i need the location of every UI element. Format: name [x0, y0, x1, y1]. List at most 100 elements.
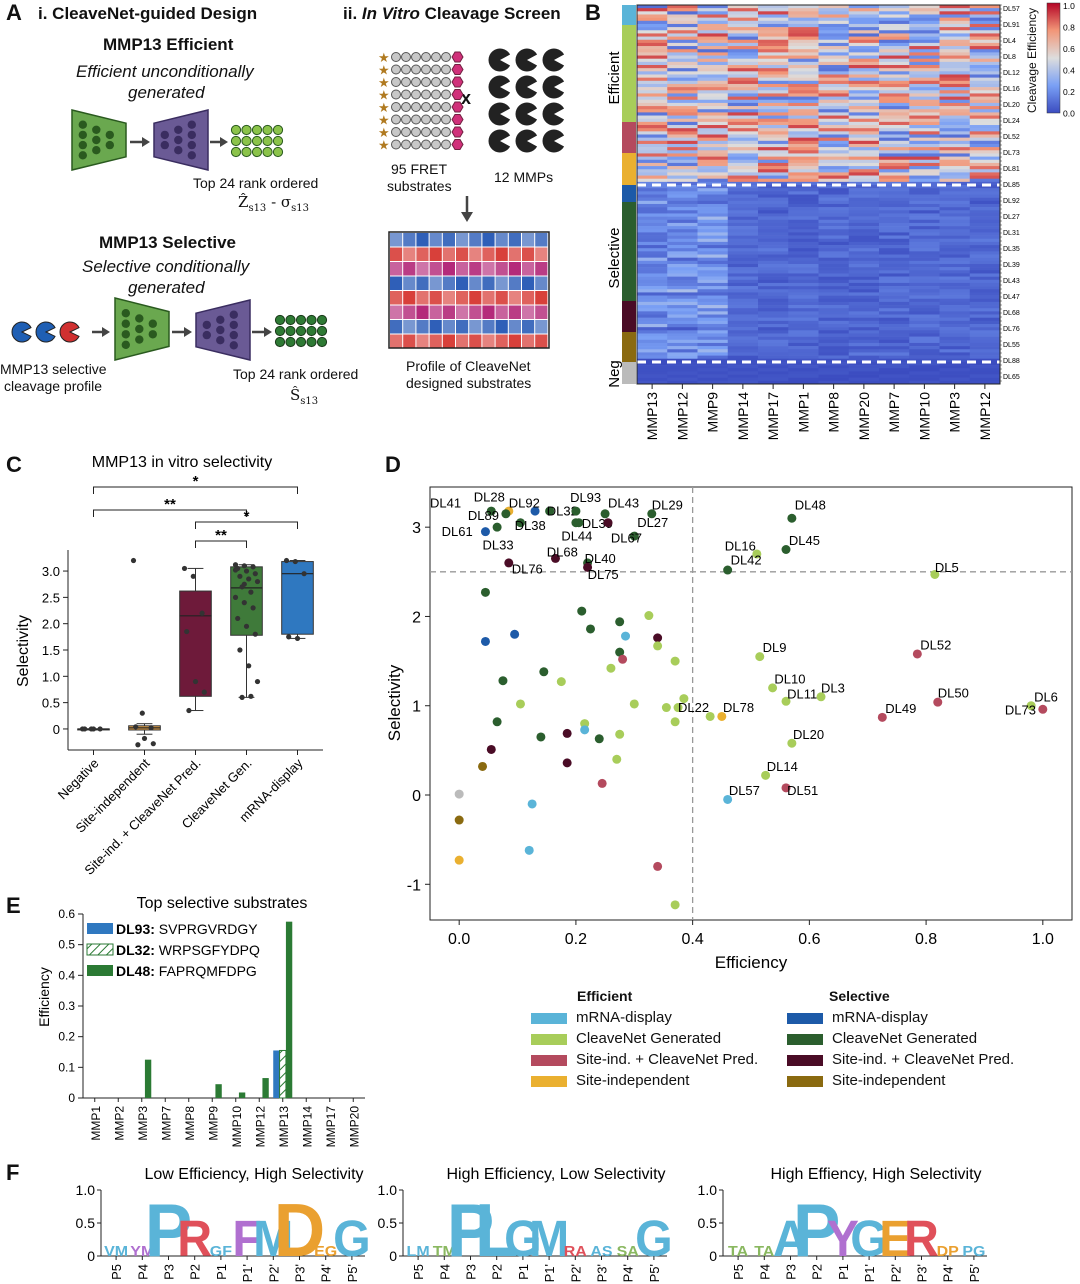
heatmap-cell [848, 39, 880, 44]
heatmap-cell [667, 39, 698, 44]
boxplot-point [254, 678, 261, 685]
heatmap-cell [727, 352, 759, 356]
heatmap-cell [909, 320, 940, 325]
heatmap-cell [697, 23, 729, 28]
heatmap-cell [697, 289, 729, 293]
heatmap-cell [667, 125, 698, 129]
heatmap-cell [667, 33, 698, 37]
heatmap-cell [909, 115, 940, 119]
heatmap-cell [788, 74, 819, 78]
heatmap-cell [788, 229, 819, 233]
heatmap-cell [969, 219, 1001, 224]
heatmap-cell [637, 260, 668, 265]
efficient-predictor-network-node [174, 135, 183, 145]
heatmap-cell [969, 33, 1001, 37]
heatmap-cell [909, 248, 940, 252]
heatmap-cell [697, 342, 729, 347]
screen-well [469, 291, 482, 305]
significance-label: ** [215, 527, 227, 544]
scatter-point-labeled [816, 692, 826, 702]
heatmap-cell [939, 128, 971, 132]
heatmap-cell [788, 115, 819, 119]
scatter-y-tick-label: 1 [412, 699, 421, 716]
heatmap-cell [667, 361, 698, 366]
heatmap-cell [697, 166, 729, 170]
selective-output-dots [316, 336, 328, 348]
boxplot-point [201, 689, 207, 695]
selective-generator-network-node [121, 308, 130, 318]
heatmap-cell [879, 355, 910, 360]
fret-bead [401, 139, 411, 150]
heatmap-cell [879, 320, 910, 325]
heatmap-cell [637, 282, 668, 287]
heatmap-cell [939, 311, 971, 315]
fret-bead [441, 127, 451, 137]
heatmap-cell [848, 80, 880, 85]
heatmap-cell [818, 33, 850, 37]
selective-predictor-network-node [229, 330, 238, 340]
formula-z-sub: s13 [248, 203, 267, 214]
fret-bead [401, 114, 411, 125]
heatmap-cell [788, 194, 819, 198]
scatter-point-label: DL44 [561, 529, 592, 544]
heatmap-cell [909, 323, 940, 328]
heatmap-cell [969, 169, 1001, 173]
heatmap-cell [939, 305, 971, 309]
heatmap-cell [788, 292, 819, 296]
heatmap-cell [788, 349, 819, 353]
heatmap-cell [727, 232, 759, 236]
heatmap-cell [697, 14, 729, 18]
fret-star: ★ [378, 100, 390, 115]
selective-predictor-network-node [229, 320, 238, 330]
screen-well [495, 291, 508, 305]
heatmap-cell [727, 327, 759, 331]
heatmap-cell [879, 245, 910, 249]
colorbar-tick: 0.6 [1063, 44, 1075, 54]
heatmap-cell [879, 260, 910, 265]
heatmap-cell [758, 273, 789, 277]
heatmap-cell [909, 112, 940, 116]
heatmap-cell [879, 241, 910, 246]
efficient-predictor-network-node [187, 151, 196, 160]
row-label: DL85 [1003, 182, 1020, 189]
heatmap-cell [848, 20, 880, 25]
screen-well [416, 291, 429, 305]
heatmap-cell [727, 112, 759, 116]
heatmap-cell [727, 377, 759, 382]
heatmap-cell [637, 333, 668, 337]
heatmap-cell [697, 257, 729, 262]
heatmap-cell [909, 143, 940, 148]
heatmap-cell [969, 102, 1001, 107]
heatmap-cell [818, 36, 850, 41]
heatmap-cell [939, 23, 971, 28]
screen-well [416, 334, 429, 348]
scatter-point [615, 647, 625, 657]
heatmap-cell [969, 286, 1001, 290]
heatmap-cell [727, 5, 759, 9]
heatmap-cell [818, 121, 850, 126]
heatmap-cell [667, 352, 698, 356]
scatter-point-label: DL20 [793, 727, 824, 742]
selective-profile-pacman [35, 321, 56, 343]
scatter-point-label: DL11 [787, 687, 817, 702]
heatmap-cell [727, 241, 759, 246]
scatter-point [629, 699, 639, 709]
heatmap-cell [788, 355, 819, 360]
heatmap-cell [697, 216, 729, 221]
heatmap-cell [848, 371, 880, 375]
scatter-point [580, 719, 590, 729]
heatmap-cell [879, 83, 910, 88]
scatter-point-label: DL61 [442, 524, 473, 539]
heatmap-cell [727, 52, 759, 56]
heatmap-cell [848, 238, 880, 243]
fret-star: ★ [378, 63, 390, 78]
heatmap-cell [637, 115, 668, 119]
heatmap-cell [788, 30, 819, 34]
heatmap-cell [637, 150, 668, 154]
heatmap-cell [697, 254, 729, 258]
heatmap-cell [667, 36, 698, 41]
heatmap-cell [667, 17, 698, 22]
heatmap-cell [848, 112, 880, 116]
heatmap-cell [667, 197, 698, 202]
heatmap-cell [969, 311, 1001, 315]
